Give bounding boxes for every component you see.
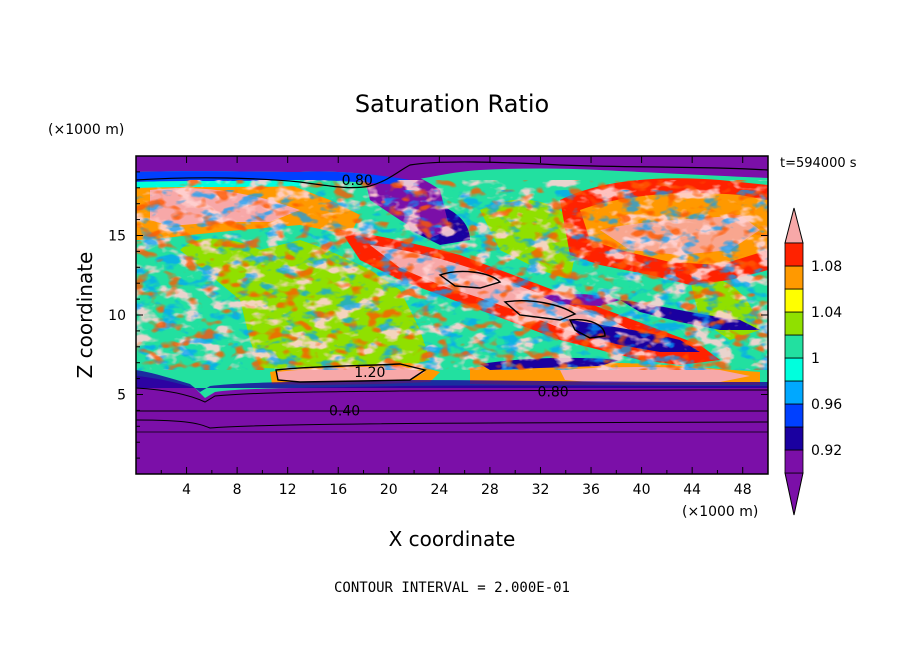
colorbar-segment [784, 449, 804, 474]
colorbar-tick-label: 0.92 [811, 443, 842, 459]
x-axis-ticks: 4 8 12 16 20 24 28 32 36 40 44 48 [160, 156, 752, 498]
colorbar-segment [784, 242, 804, 267]
colorbar-segment [784, 380, 804, 405]
y-axis-ticks: 5 10 15 [108, 171, 768, 459]
colorbar-tick-label: 0.96 [811, 397, 842, 413]
time-label: t=594000 s [780, 156, 857, 171]
x-unit-label: (×1000 m) [682, 504, 758, 520]
colorbar-segment [784, 334, 804, 359]
colorbar-min-triangle [784, 472, 804, 516]
x-axis-label: X coordinate [389, 527, 516, 551]
y-axis-label: Z coordinate [73, 252, 97, 379]
contour-interval-footer: CONTOUR INTERVAL = 2.000E-01 [334, 580, 570, 596]
colorbar-segment [784, 265, 804, 290]
colorbar-tick-label: 1.04 [811, 305, 842, 321]
x-tick-label: 40 [633, 482, 651, 498]
y-tick-label: 10 [108, 308, 126, 324]
x-tick-label: 12 [279, 482, 297, 498]
colorbar-tick-label: 1 [811, 351, 820, 367]
heatmap-field: 0.80 0.80 0.40 1.20 [136, 156, 768, 474]
x-tick-label: 32 [532, 482, 550, 498]
colorbar-segment [784, 426, 804, 451]
x-tick-label: 4 [182, 482, 191, 498]
x-tick-label: 36 [582, 482, 600, 498]
x-tick-label: 20 [380, 482, 398, 498]
y-tick-label: 15 [108, 229, 126, 245]
y-unit-label: (×1000 m) [48, 122, 124, 138]
contour-label: 1.20 [354, 365, 385, 381]
colorbar-max-triangle [784, 207, 804, 244]
y-tick-label: 5 [117, 388, 126, 404]
x-tick-label: 24 [430, 482, 448, 498]
x-tick-label: 48 [734, 482, 752, 498]
contour-label: 0.40 [329, 403, 360, 419]
colorbar: 0.92 0.96 1 1.04 1.08 [784, 207, 842, 516]
x-tick-label: 28 [481, 482, 499, 498]
colorbar-segment [784, 403, 804, 428]
colorbar-segment [784, 357, 804, 382]
x-tick-label: 16 [329, 482, 347, 498]
contour-label: 0.80 [342, 173, 373, 189]
colorbar-segment [784, 311, 804, 336]
colorbar-tick-label: 1.08 [811, 259, 842, 275]
colorbar-segment [784, 288, 804, 313]
contour-label: 0.80 [538, 384, 569, 400]
x-tick-label: 44 [683, 482, 701, 498]
chart-title: Saturation Ratio [355, 90, 549, 118]
x-tick-label: 8 [233, 482, 242, 498]
